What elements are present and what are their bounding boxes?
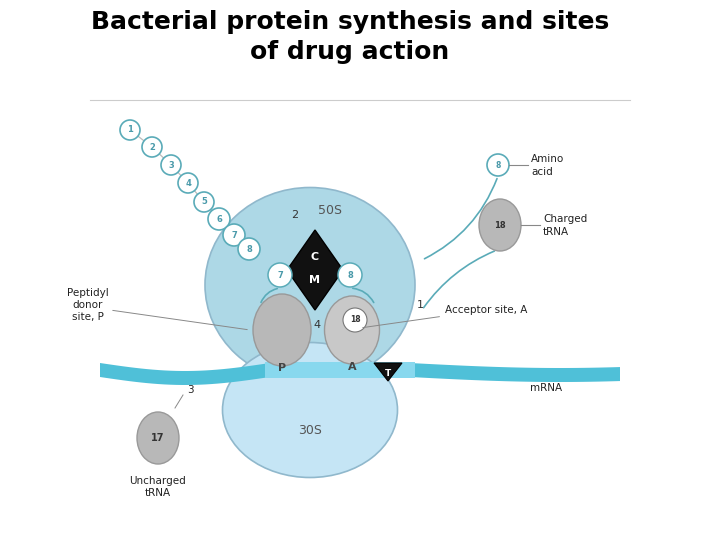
- Text: 1: 1: [127, 125, 133, 134]
- Polygon shape: [265, 362, 415, 378]
- Text: 8: 8: [495, 160, 500, 170]
- Text: 5: 5: [201, 198, 207, 206]
- Text: Peptidyl
donor
site, P: Peptidyl donor site, P: [67, 288, 109, 322]
- Ellipse shape: [205, 187, 415, 382]
- Text: 8: 8: [246, 245, 252, 253]
- Text: 4: 4: [313, 320, 320, 330]
- Text: 3: 3: [168, 160, 174, 170]
- Text: Uncharged
tRNA: Uncharged tRNA: [130, 476, 186, 498]
- Ellipse shape: [253, 294, 311, 366]
- Polygon shape: [287, 230, 343, 310]
- Text: tRNA: tRNA: [543, 227, 569, 237]
- Text: 7: 7: [277, 271, 283, 280]
- Circle shape: [338, 263, 362, 287]
- Polygon shape: [374, 363, 402, 381]
- Circle shape: [142, 137, 162, 157]
- Circle shape: [487, 154, 509, 176]
- Text: acid: acid: [531, 167, 553, 177]
- Text: 17: 17: [151, 433, 165, 443]
- Text: 6: 6: [216, 214, 222, 224]
- Text: C: C: [311, 252, 319, 262]
- Text: 18: 18: [494, 220, 506, 230]
- Ellipse shape: [479, 199, 521, 251]
- Circle shape: [238, 238, 260, 260]
- Circle shape: [120, 120, 140, 140]
- Circle shape: [161, 155, 181, 175]
- Text: Charged: Charged: [543, 214, 588, 224]
- Circle shape: [223, 224, 245, 246]
- Circle shape: [194, 192, 214, 212]
- Text: 8: 8: [347, 271, 353, 280]
- Text: mRNA: mRNA: [530, 383, 562, 393]
- Circle shape: [268, 263, 292, 287]
- Text: 1: 1: [416, 300, 423, 310]
- Text: 2: 2: [292, 210, 299, 220]
- Text: P: P: [278, 363, 286, 373]
- Text: 30S: 30S: [298, 423, 322, 436]
- Text: 2: 2: [149, 143, 155, 152]
- Text: 18: 18: [350, 315, 360, 325]
- Polygon shape: [100, 363, 270, 385]
- Ellipse shape: [137, 412, 179, 464]
- Ellipse shape: [325, 296, 379, 364]
- Text: Amino: Amino: [531, 154, 564, 164]
- Text: A: A: [348, 362, 356, 372]
- Circle shape: [178, 173, 198, 193]
- Text: 3: 3: [186, 385, 193, 395]
- Text: 50S: 50S: [318, 204, 342, 217]
- Ellipse shape: [222, 342, 397, 477]
- Circle shape: [343, 308, 367, 332]
- Text: T: T: [385, 369, 391, 379]
- Text: 4: 4: [185, 179, 191, 187]
- Text: 7: 7: [231, 231, 237, 240]
- Circle shape: [208, 208, 230, 230]
- Text: M: M: [310, 275, 320, 285]
- Polygon shape: [410, 363, 620, 382]
- Text: Acceptor site, A: Acceptor site, A: [363, 305, 527, 328]
- Text: Bacterial protein synthesis and sites
of drug action: Bacterial protein synthesis and sites of…: [91, 10, 609, 64]
